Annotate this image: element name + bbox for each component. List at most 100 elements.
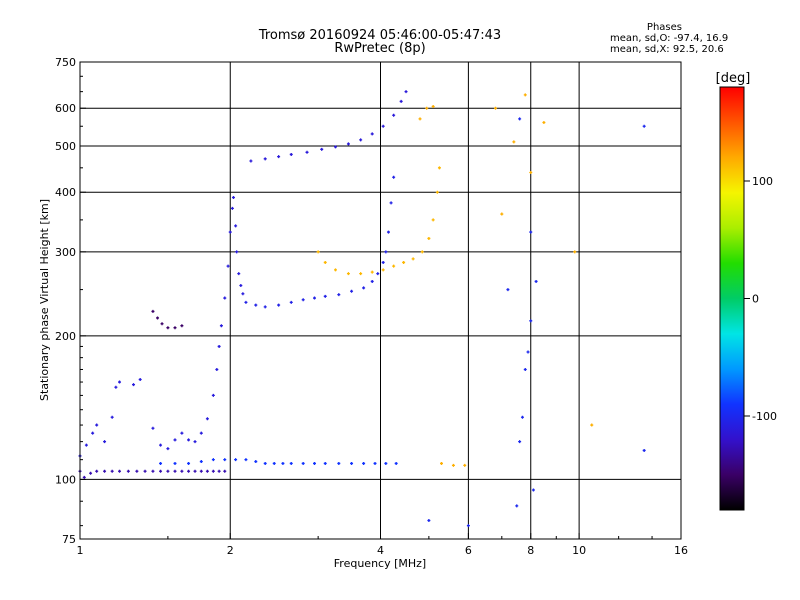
echo-point — [534, 279, 538, 283]
echo-point — [228, 230, 232, 234]
echo-point — [223, 296, 227, 300]
echo-point — [323, 294, 327, 298]
echo-point — [425, 106, 429, 110]
echo-point — [118, 380, 122, 384]
colorbar-ticks: 100 0 -100 — [744, 175, 777, 423]
echo-point — [151, 309, 155, 313]
echo-point — [370, 132, 374, 136]
echo-point — [156, 316, 160, 320]
echo-point — [103, 440, 107, 444]
echo-point — [642, 124, 646, 128]
echo-point — [215, 367, 219, 371]
echo-point — [642, 448, 646, 452]
echo-point — [305, 150, 309, 154]
echo-point — [373, 461, 377, 465]
echo-point — [346, 272, 350, 276]
echo-point — [217, 469, 221, 473]
echo-point — [84, 443, 88, 447]
echo-point — [135, 469, 139, 473]
echo-point — [346, 142, 350, 146]
echo-point — [301, 298, 305, 302]
echo-point — [402, 260, 406, 264]
echo-point — [435, 190, 439, 194]
echo-point — [230, 206, 234, 210]
echo-point — [138, 377, 142, 381]
echo-point — [211, 469, 215, 473]
echo-point — [166, 326, 170, 330]
echo-point — [82, 475, 86, 479]
echo-point — [392, 175, 396, 179]
echo-point — [518, 440, 522, 444]
echo-point — [95, 469, 99, 473]
echo-point — [234, 224, 238, 228]
echo-point — [289, 461, 293, 465]
echo-point — [263, 461, 267, 465]
echo-point — [542, 121, 546, 125]
echo-point — [523, 93, 527, 97]
echo-point — [143, 469, 147, 473]
echo-point — [394, 461, 398, 465]
echo-point — [95, 423, 99, 427]
echo-point — [277, 303, 281, 307]
echo-point — [323, 260, 327, 264]
echo-point — [166, 447, 170, 451]
echo-point — [370, 279, 374, 283]
echo-point — [173, 469, 177, 473]
echo-point — [110, 469, 114, 473]
echo-point — [205, 469, 209, 473]
echo-point — [359, 138, 363, 142]
colorbar-unit: [deg] — [716, 71, 751, 86]
echo-point — [289, 300, 293, 304]
echo-point — [500, 212, 504, 216]
echo-point — [193, 469, 197, 473]
colorbar-tick-label: 100 — [752, 175, 773, 188]
echo-point — [199, 460, 203, 464]
echo-point — [337, 293, 341, 297]
echo-point — [217, 344, 221, 348]
echo-point — [404, 90, 408, 94]
echo-point — [159, 461, 163, 465]
colorbar-tick-label: 0 — [752, 293, 759, 306]
echo-point — [333, 268, 337, 272]
phases-line-x: mean, sd,X: 92.5, 20.6 — [610, 44, 724, 55]
echo-point — [386, 230, 390, 234]
x-tick-label: 10 — [572, 544, 586, 557]
echo-point — [523, 367, 527, 371]
echo-point — [237, 272, 241, 276]
y-tick-label: 75 — [62, 533, 76, 546]
echo-point — [529, 230, 533, 234]
x-tick-label: 1 — [77, 544, 84, 557]
echo-point — [312, 296, 316, 300]
echo-point — [231, 195, 235, 199]
echo-point — [187, 469, 191, 473]
echo-point — [223, 469, 227, 473]
x-tick-label: 2 — [227, 544, 234, 557]
echo-point — [526, 350, 530, 354]
echo-point — [254, 460, 258, 464]
echo-point — [272, 461, 276, 465]
echo-point — [362, 461, 366, 465]
echo-point — [132, 383, 136, 387]
echo-point — [320, 147, 324, 151]
echo-point — [384, 461, 388, 465]
echo-point — [427, 236, 431, 240]
echo-point — [239, 283, 243, 287]
echo-point — [451, 463, 455, 467]
y-tick-label: 750 — [55, 56, 76, 69]
echo-point — [173, 326, 177, 330]
echo-point — [226, 264, 230, 268]
phase-colorbar: [deg] 100 0 -100 — [716, 71, 777, 511]
echo-point — [277, 155, 281, 159]
echo-point — [337, 461, 341, 465]
echo-point — [381, 268, 385, 272]
echo-point — [350, 461, 354, 465]
echo-point — [515, 504, 519, 508]
y-tick-label: 500 — [55, 140, 76, 153]
echo-point — [289, 152, 293, 156]
echo-point — [281, 461, 285, 465]
echo-point — [173, 461, 177, 465]
y-tick-label: 300 — [55, 246, 76, 259]
echo-point — [234, 458, 238, 462]
echo-point — [118, 469, 122, 473]
